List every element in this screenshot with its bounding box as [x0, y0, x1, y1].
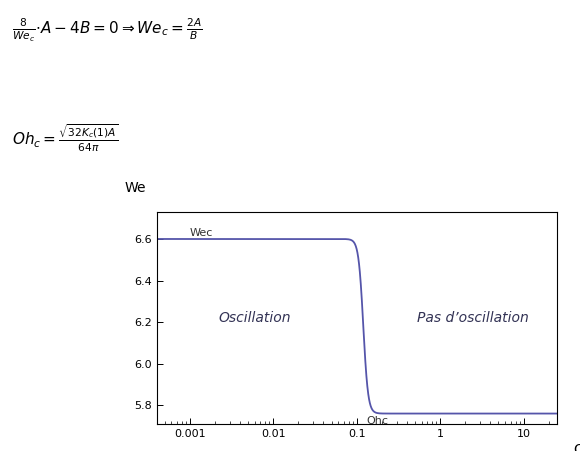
Text: Pas d’oscillation: Pas d’oscillation [418, 311, 529, 325]
Text: $Oh_c = \frac{\sqrt{32K_c(1)A}}{64\pi}$: $Oh_c = \frac{\sqrt{32K_c(1)A}}{64\pi}$ [12, 123, 118, 154]
Text: Oscillation: Oscillation [219, 311, 291, 325]
Text: Ohc: Ohc [367, 416, 389, 426]
Text: Oh: Oh [573, 443, 580, 451]
Text: $\frac{8}{We_c}$$\cdot A - 4B = 0 \Rightarrow We_c = \frac{2A}{B}$: $\frac{8}{We_c}$$\cdot A - 4B = 0 \Right… [12, 17, 202, 44]
Text: We: We [125, 181, 146, 195]
Text: Wec: Wec [190, 228, 213, 238]
